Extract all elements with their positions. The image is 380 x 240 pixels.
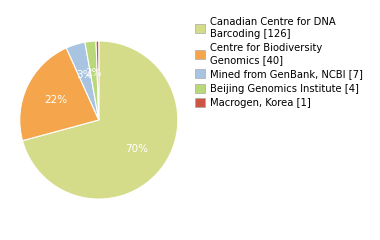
Legend: Canadian Centre for DNA
Barcoding [126], Centre for Biodiversity
Genomics [40], : Canadian Centre for DNA Barcoding [126],… bbox=[195, 17, 363, 108]
Text: 2%: 2% bbox=[86, 68, 102, 78]
Wedge shape bbox=[20, 48, 99, 141]
Text: 22%: 22% bbox=[44, 95, 68, 105]
Text: 70%: 70% bbox=[125, 144, 148, 154]
Wedge shape bbox=[85, 41, 99, 120]
Wedge shape bbox=[96, 41, 99, 120]
Wedge shape bbox=[22, 41, 178, 199]
Text: 3%: 3% bbox=[76, 70, 93, 80]
Wedge shape bbox=[66, 42, 99, 120]
